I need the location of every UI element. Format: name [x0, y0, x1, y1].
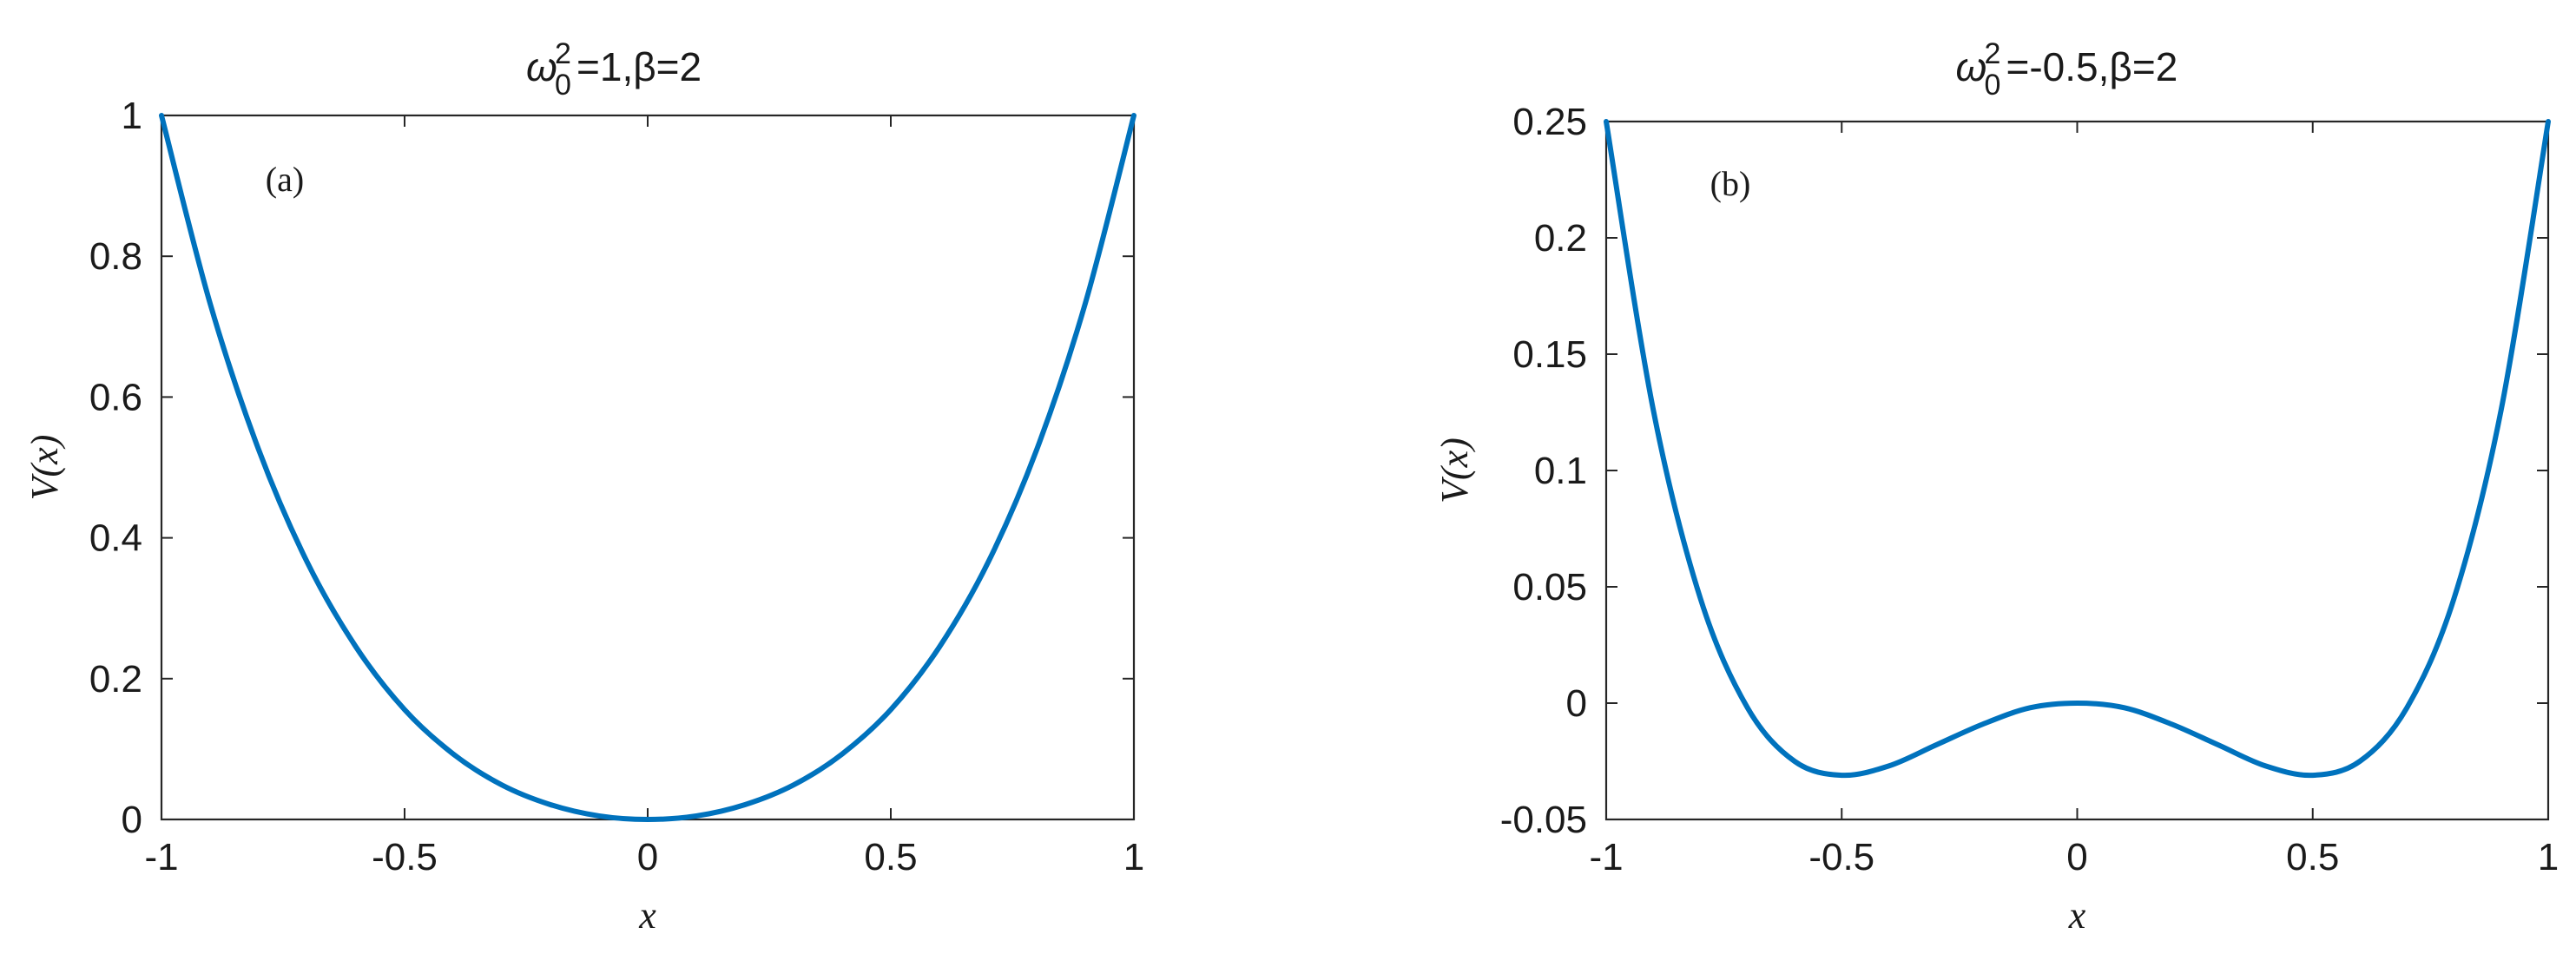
y-axis-label: V(x) — [23, 435, 66, 501]
x-axis-label: x — [2068, 894, 2086, 937]
y-tick-label: 0.25 — [1512, 101, 1587, 143]
y-tick-label: 0.1 — [1534, 450, 1587, 492]
x-tick-label: 0 — [637, 836, 658, 878]
y-tick-label: 0.05 — [1512, 566, 1587, 609]
series-line — [159, 113, 1136, 822]
y-tick-label: 0.2 — [1534, 217, 1587, 260]
title-symbol: ω — [1956, 44, 1987, 89]
title-superscript: 2 — [1985, 37, 2001, 70]
title-rest: =1,β=2 — [576, 44, 702, 89]
x-tick-label: 1 — [1123, 836, 1144, 878]
series-line — [1604, 119, 2551, 779]
chart-title: ω20 =1,β=2 — [526, 37, 702, 102]
panel-label: (a) — [266, 160, 304, 199]
y-tick-label: -0.05 — [1500, 799, 1587, 841]
y-tick-label: 0.8 — [89, 235, 142, 278]
y-tick-label: 0 — [1566, 682, 1587, 725]
x-tick-label: -0.5 — [1808, 836, 1874, 878]
x-tick-label: -1 — [144, 836, 178, 878]
x-tick-label: 0.5 — [864, 836, 917, 878]
y-tick-label: 0.6 — [89, 376, 142, 418]
y-tick-label: 0 — [122, 799, 142, 841]
plot-frame — [1604, 120, 2550, 821]
y-tick-label: 0.4 — [89, 517, 142, 560]
title-subscript: 0 — [1985, 69, 2001, 102]
plot-frame — [160, 114, 1136, 821]
x-tick-label: 1 — [2538, 836, 2559, 878]
title-superscript: 2 — [555, 37, 571, 70]
chart-title: ω20 =-0.5,β=2 — [1956, 37, 2178, 102]
x-tick-label: -0.5 — [372, 836, 438, 878]
title-symbol: ω — [526, 44, 557, 89]
panel-b: -1 -0.5 0 0.5 1 -0.05 0 0.05 0.1 0.15 0.2 0.25 x V(x)… — [1433, 37, 2559, 937]
x-axis-label: x — [638, 894, 656, 937]
x-tick-label: 0 — [2066, 836, 2087, 878]
y-axis-label: V(x) — [1433, 438, 1476, 503]
x-tick-label: 0.5 — [2286, 836, 2339, 878]
y-tick-label: 0.15 — [1512, 333, 1587, 376]
y-tick-label: 1 — [122, 95, 142, 137]
x-tick-label: -1 — [1589, 836, 1623, 878]
title-rest: =-0.5,β=2 — [2006, 44, 2178, 89]
title-subscript: 0 — [555, 69, 571, 102]
y-tick-label: 0.2 — [89, 658, 142, 701]
panel-label: (b) — [1710, 164, 1751, 203]
